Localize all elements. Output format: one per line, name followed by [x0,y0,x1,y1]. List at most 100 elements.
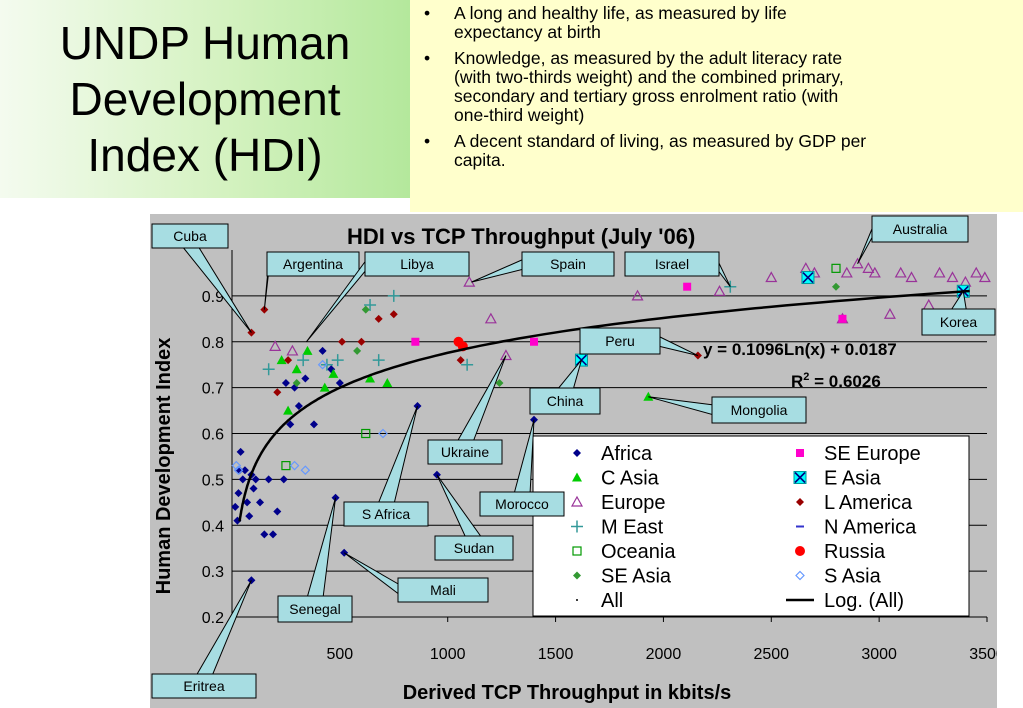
legend-marker [572,472,582,482]
hdi-scatter-chart: HDI vs TCP Throughput (July '06) Derived… [150,214,997,708]
chart-frame: HDI vs TCP Throughput (July '06) Derived… [150,214,997,708]
data-point-m-east [297,354,310,367]
data-point-se-europe [683,282,692,291]
callout-box [579,327,661,355]
data-point-se-asia [292,379,301,388]
legend-label: SE Europe [824,443,921,465]
bullet-line: secondary and tertiary gross enrolment r… [454,86,839,106]
bullet-line: capita. [454,150,506,170]
data-point-l-america [389,310,398,319]
chart-title: HDI vs TCP Throughput (July '06) [347,224,695,249]
r-squared-suffix: = 0.6026 [809,372,880,391]
callout-box [624,251,720,277]
data-point-africa [243,498,252,507]
bullet-line: A decent standard of living, as measured… [454,131,867,151]
data-point-l-america [374,314,383,323]
data-point-l-america [456,356,465,365]
data-point-africa [260,530,269,539]
callout-label: Australia [893,221,948,237]
data-point-africa [236,447,245,456]
data-point-africa [268,530,277,539]
y-tick-label: 0.3 [202,564,224,581]
bullet-list: • A long and healthy life, as measured b… [422,4,1013,170]
callout-box [151,223,229,249]
y-tick-label: 0.8 [202,335,224,352]
legend-label: SE Asia [601,566,672,588]
callout-box [277,595,353,623]
bullet-line: (with two-thirds weight) and the combine… [454,67,844,87]
data-point-africa [301,374,310,383]
data-point-africa [273,507,282,516]
data-point-oceania [831,263,841,273]
legend-label: L America [824,492,913,514]
data-point-l-america [284,356,293,365]
callout-box [151,673,257,699]
data-point-m-east [262,363,275,376]
bullet-line: Knowledge, as measured by the adult lite… [454,48,843,68]
callout-box [434,535,514,561]
data-point-europe [286,344,299,356]
data-point-m-east [461,358,474,371]
data-point-se-asia [495,379,504,388]
x-axis-label: Derived TCP Throughput in kbits/s [403,682,732,704]
legend-marker [795,546,805,556]
y-tick-label: 0.2 [202,610,224,627]
slide-title-line: Development [69,73,341,125]
legend-marker [793,471,807,484]
r-squared-power: 2 [803,371,809,383]
callout-box [397,577,489,603]
data-point-africa [309,420,318,429]
data-point-africa [233,516,242,525]
callout-label: Peru [605,333,635,349]
data-point-s-asia [233,465,244,476]
trendline-equation: y = 0.1096Ln(x) + 0.0187 [703,340,897,359]
data-point-europe [765,271,778,283]
data-point-se-europe [838,314,847,323]
x-tick-label: 2000 [646,646,682,663]
x-tick-label: 3000 [861,646,897,663]
callout-label: Mali [430,582,456,598]
x-tick-label: 500 [327,646,354,663]
data-point-se-europe [530,337,538,346]
data-point-s-asia [231,460,242,471]
y-axis-label: Human Development Index [153,338,175,595]
callout-label: Sudan [454,540,494,556]
data-point-africa [279,475,288,484]
legend-marker [576,599,578,601]
x-tick-label: 1500 [538,646,574,663]
callout-label: Libya [400,256,434,272]
trendline [238,289,970,522]
data-point-europe [499,349,512,361]
data-point-e-asia [801,271,815,285]
data-point-m-east [387,289,400,302]
data-point-europe [933,266,946,278]
data-point-africa [256,498,265,507]
data-point-c-asia [365,373,376,383]
legend-label: All [601,590,623,612]
callout-label: Cuba [173,228,207,244]
slide-title: UNDP Human Development Index (HDI) [0,0,410,198]
x-tick-label: 2500 [753,646,789,663]
legend-marker [571,520,583,533]
data-point-se-europe [411,337,420,346]
plot-layer: 0.2 0.3 0.4 0.5 0.6 0.7 0.8 0.9 500 1000 1500 2000 2… [202,250,997,663]
data-point-europe [269,340,282,351]
data-point-s-asia [317,359,328,370]
data-point-se-asia [353,346,362,355]
data-point-africa [281,379,290,388]
data-point-l-america [338,337,347,346]
callout-box [427,439,503,465]
data-point-africa [234,489,243,498]
legend-label: Europe [601,492,666,514]
data-point-c-asia [276,355,287,365]
y-tick-label: 0.6 [202,427,224,444]
callout-box [364,251,470,277]
legend-label: E Asia [824,468,882,490]
x-tick-label: 1000 [430,646,466,663]
callout-box [871,215,969,243]
data-point-europe [894,266,907,278]
data-point-s-asia [289,460,300,471]
callout-label: Argentina [283,256,343,272]
data-point-c-asia [291,364,302,374]
data-point-africa [231,502,240,511]
